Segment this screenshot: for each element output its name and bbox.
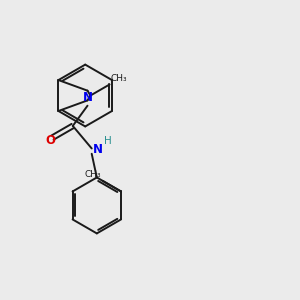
Text: O: O bbox=[45, 134, 55, 146]
Text: N: N bbox=[93, 143, 103, 156]
Text: H: H bbox=[104, 136, 112, 146]
Text: CH₃: CH₃ bbox=[110, 74, 127, 83]
Text: CH₃: CH₃ bbox=[85, 170, 101, 179]
Text: N: N bbox=[82, 91, 92, 104]
